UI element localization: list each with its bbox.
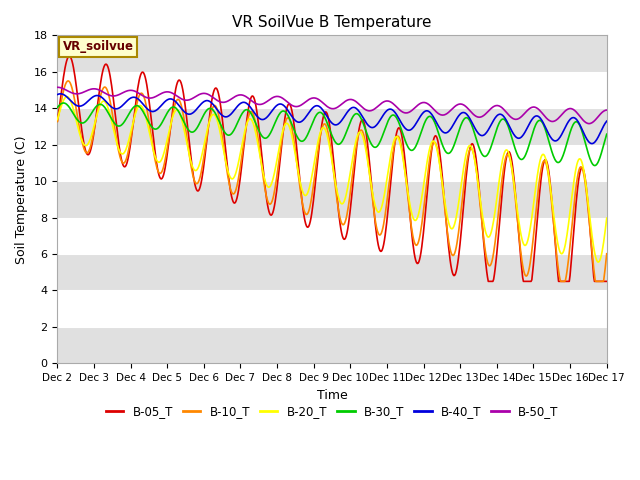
B-20_T: [595, 259, 602, 265]
B-50_T: [415, 102, 422, 108]
B-10_T: [557, 278, 564, 284]
B-40_T: [64, 95, 72, 101]
B-20_T: [205, 119, 213, 124]
B-10_T: [399, 156, 407, 162]
B-20_T: [121, 149, 129, 155]
Legend: B-05_T, B-10_T, B-20_T, B-30_T, B-40_T, B-50_T: B-05_T, B-10_T, B-20_T, B-30_T, B-40_T, …: [101, 401, 563, 423]
B-30_T: [205, 106, 213, 111]
B-40_T: [121, 100, 129, 106]
B-05_T: [63, 56, 71, 61]
Line: B-05_T: B-05_T: [58, 56, 607, 281]
B-20_T: [54, 117, 61, 122]
B-30_T: [603, 132, 611, 137]
Bar: [58, 36, 607, 72]
B-30_T: [415, 134, 423, 140]
B-10_T: [121, 160, 129, 166]
B-20_T: [415, 207, 423, 213]
B-50_T: [54, 84, 61, 90]
B-30_T: [177, 112, 184, 118]
Y-axis label: Soil Temperature (C): Soil Temperature (C): [15, 135, 28, 264]
B-50_T: [63, 88, 71, 94]
B-50_T: [120, 89, 128, 95]
Bar: [58, 290, 607, 327]
B-30_T: [591, 163, 598, 168]
B-10_T: [205, 118, 213, 124]
Line: B-40_T: B-40_T: [58, 94, 607, 144]
B-05_T: [603, 278, 611, 284]
Bar: [58, 108, 607, 144]
B-40_T: [399, 123, 407, 129]
Line: B-20_T: B-20_T: [58, 96, 607, 262]
B-10_T: [54, 119, 61, 124]
B-40_T: [56, 91, 64, 96]
B-30_T: [399, 133, 407, 139]
B-05_T: [205, 114, 213, 120]
B-05_T: [177, 78, 184, 84]
B-20_T: [603, 215, 611, 221]
Text: VR_soilvue: VR_soilvue: [63, 40, 134, 53]
B-05_T: [66, 53, 74, 59]
B-10_T: [415, 235, 423, 240]
B-40_T: [588, 141, 596, 146]
B-50_T: [585, 121, 593, 127]
B-20_T: [63, 94, 71, 99]
Bar: [58, 254, 607, 290]
B-30_T: [64, 103, 72, 108]
B-20_T: [399, 159, 407, 165]
B-50_T: [399, 109, 406, 115]
B-30_T: [60, 100, 67, 106]
Bar: [58, 217, 607, 254]
B-40_T: [603, 118, 611, 124]
Bar: [58, 144, 607, 181]
B-40_T: [177, 104, 184, 110]
B-50_T: [176, 95, 184, 101]
B-20_T: [177, 112, 184, 118]
B-05_T: [484, 278, 492, 284]
Bar: [58, 181, 607, 217]
B-05_T: [415, 257, 423, 263]
B-05_T: [54, 118, 61, 124]
B-10_T: [177, 100, 184, 106]
B-10_T: [64, 78, 72, 84]
B-30_T: [121, 119, 129, 124]
Line: B-30_T: B-30_T: [58, 103, 607, 166]
B-40_T: [415, 115, 423, 120]
B-50_T: [205, 92, 212, 97]
Bar: [58, 72, 607, 108]
B-40_T: [205, 98, 213, 104]
B-05_T: [121, 164, 129, 170]
B-40_T: [54, 92, 61, 97]
Line: B-10_T: B-10_T: [58, 81, 607, 281]
B-10_T: [603, 251, 611, 257]
X-axis label: Time: Time: [317, 389, 348, 402]
Line: B-50_T: B-50_T: [58, 87, 607, 124]
B-30_T: [54, 105, 61, 110]
Bar: [58, 327, 607, 363]
B-50_T: [603, 107, 611, 113]
B-20_T: [64, 94, 72, 100]
Title: VR SoilVue B Temperature: VR SoilVue B Temperature: [232, 15, 432, 30]
B-05_T: [399, 144, 407, 150]
B-10_T: [63, 78, 71, 84]
